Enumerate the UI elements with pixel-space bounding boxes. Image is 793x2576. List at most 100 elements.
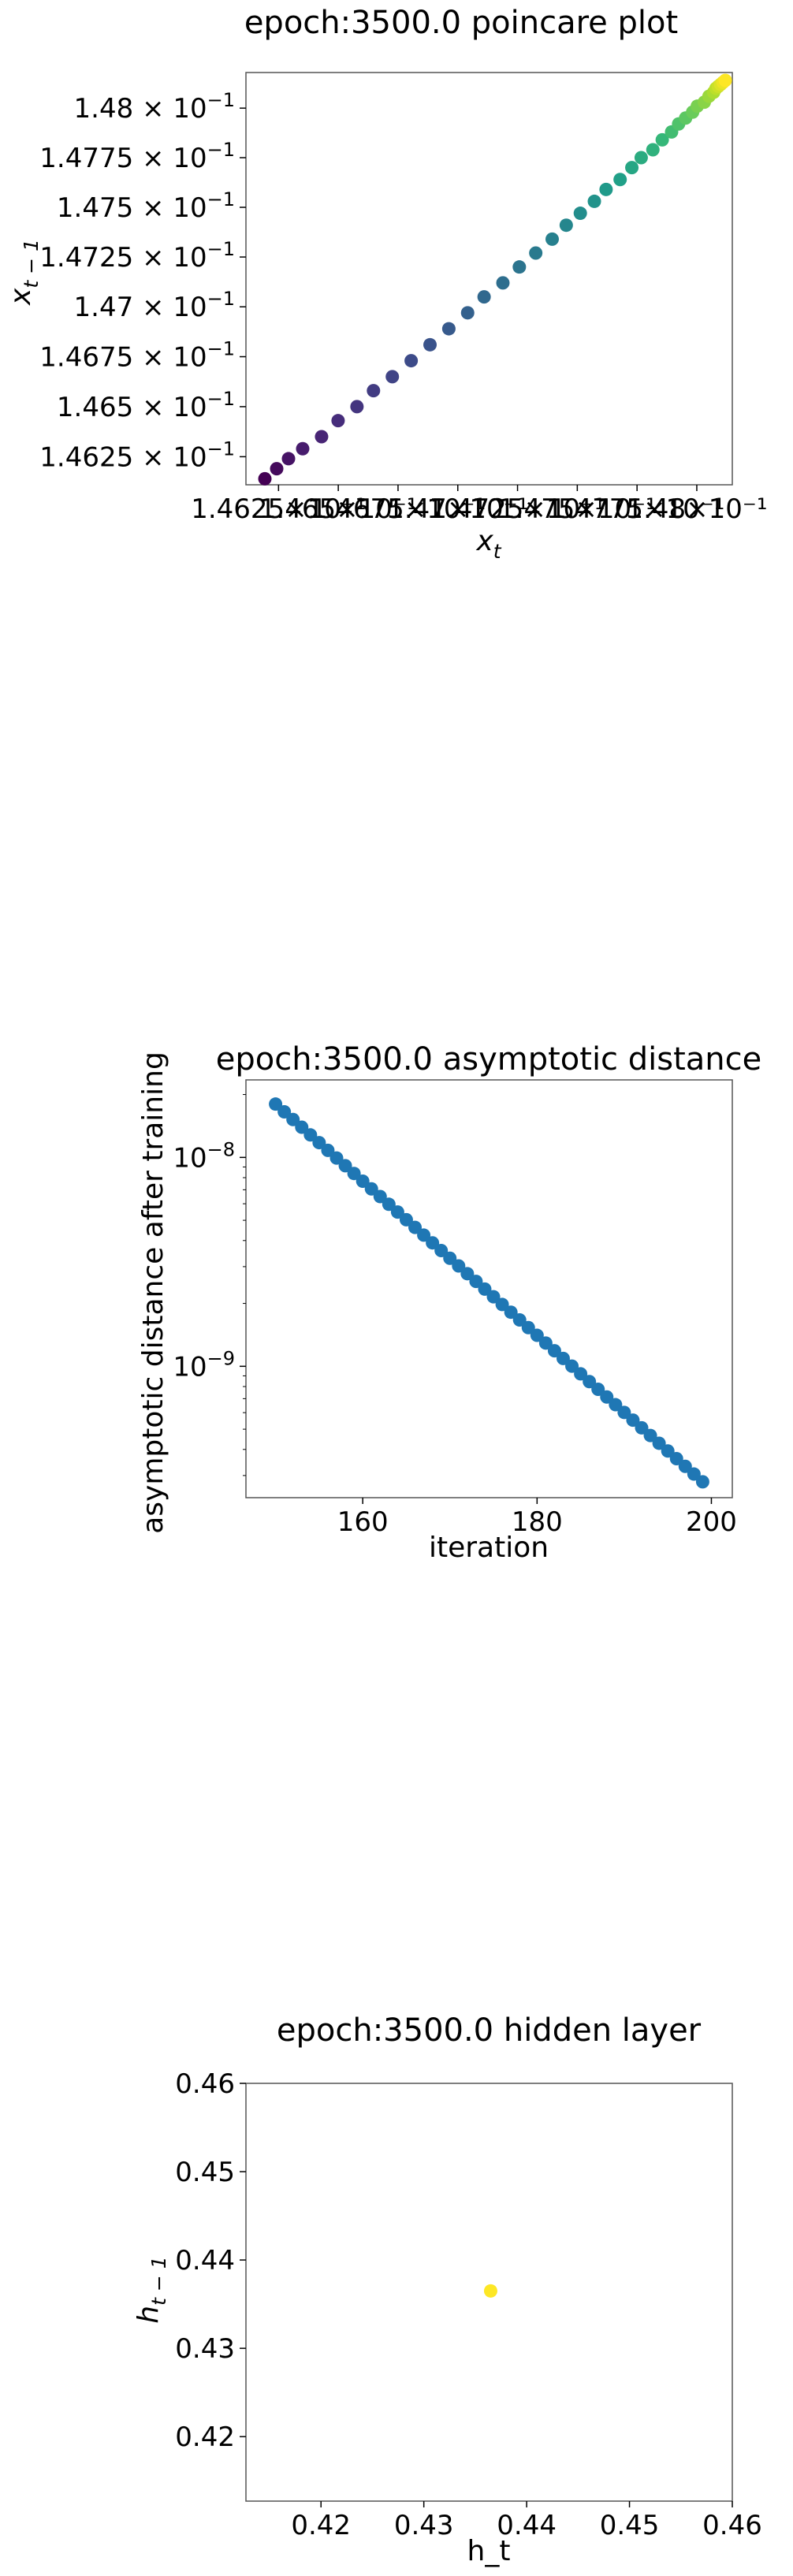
asymptotic-point bbox=[530, 1328, 544, 1342]
poincare-point bbox=[545, 232, 560, 246]
asymptotic-point bbox=[521, 1320, 535, 1335]
poincare-x-tick-label: 1.475×10⁻¹ bbox=[498, 493, 657, 525]
poincare-plot-panel: epoch:3500.0 poincare plot 1.4625 × 10−1… bbox=[5, 5, 767, 563]
asymptotic-point bbox=[486, 1290, 501, 1304]
asymptotic-title: epoch:3500.0 asymptotic distance bbox=[216, 1041, 762, 1078]
asymptotic-point bbox=[600, 1390, 614, 1404]
poincare-y-tick-label: 1.4675 × 10−1 bbox=[39, 338, 235, 374]
hidden-layer-y-tick-label: 0.42 bbox=[175, 2422, 235, 2453]
poincare-point bbox=[718, 73, 732, 87]
asymptotic-point bbox=[303, 1128, 318, 1142]
asymptotic-point bbox=[277, 1104, 292, 1119]
poincare-point bbox=[559, 218, 573, 233]
poincare-y-tick-label: 1.4725 × 10−1 bbox=[39, 238, 235, 274]
asymptotic-point bbox=[512, 1312, 527, 1327]
asymptotic-point bbox=[635, 1420, 649, 1435]
asymptotic-x-tick-label: 180 bbox=[512, 1506, 563, 1538]
poincare-y-axis-label: xt − 1 bbox=[5, 239, 43, 306]
asymptotic-point bbox=[443, 1251, 457, 1265]
asymptotic-point bbox=[312, 1136, 326, 1150]
asymptotic-point bbox=[382, 1197, 396, 1212]
asymptotic-point bbox=[373, 1189, 387, 1204]
poincare-title: epoch:3500.0 poincare plot bbox=[244, 5, 678, 41]
hidden-layer-panel: epoch:3500.0 hidden layer 0.42 0.43 0.44 0.… bbox=[132, 2012, 762, 2567]
poincare-y-ticks: 1.4625 × 10−1 1.465 × 10−1 1.4675 × 10−1 1.… bbox=[39, 89, 246, 473]
asymptotic-point bbox=[687, 1467, 701, 1481]
poincare-point bbox=[655, 132, 669, 147]
asymptotic-y-tick-label: 10−9 bbox=[173, 1347, 235, 1383]
hidden-layer-x-ticks: 0.42 0.43 0.44 0.45 0.46 bbox=[291, 2501, 762, 2541]
poincare-point bbox=[441, 322, 456, 336]
asymptotic-point bbox=[547, 1344, 561, 1358]
poincare-points bbox=[258, 73, 732, 486]
asymptotic-point bbox=[583, 1375, 597, 1389]
asymptotic-y-axis-label: asymptotic distance after training bbox=[137, 1052, 169, 1534]
asymptotic-point bbox=[321, 1143, 335, 1157]
poincare-point bbox=[315, 430, 329, 444]
poincare-plot-area bbox=[245, 72, 733, 486]
asymptotic-point bbox=[338, 1159, 352, 1173]
asymptotic-point bbox=[695, 1475, 709, 1489]
poincare-x-axis-label: xt bbox=[475, 525, 501, 563]
hidden-layer-x-axis-label: h_t bbox=[467, 2535, 511, 2567]
asymptotic-point bbox=[469, 1275, 483, 1289]
asymptotic-x-tick-label: 200 bbox=[686, 1506, 737, 1538]
poincare-point bbox=[296, 441, 310, 456]
asymptotic-x-ticks: 160 180 200 bbox=[337, 1498, 737, 1538]
asymptotic-point bbox=[504, 1305, 518, 1320]
asymptotic-point bbox=[556, 1351, 570, 1365]
asymptotic-point bbox=[347, 1167, 361, 1181]
asymptotic-points bbox=[269, 1097, 709, 1489]
hidden-layer-plot-area bbox=[245, 2083, 733, 2502]
asymptotic-point bbox=[495, 1297, 509, 1312]
hidden-layer-x-tick-label: 0.45 bbox=[600, 2510, 660, 2541]
hidden-layer-y-tick-label: 0.43 bbox=[175, 2333, 235, 2365]
poincare-x-tick-label: 1.48×10⁻¹ bbox=[626, 493, 767, 525]
hidden-layer-y-ticks: 0.42 0.43 0.44 0.45 0.46 bbox=[175, 2068, 246, 2453]
poincare-x-tick-label: 1.465×10⁻¹ bbox=[259, 493, 418, 525]
poincare-point bbox=[613, 173, 627, 187]
asymptotic-point bbox=[643, 1428, 657, 1442]
asymptotic-point bbox=[626, 1413, 640, 1428]
asymptotic-point bbox=[417, 1228, 431, 1242]
asymptotic-distance-panel: epoch:3500.0 asymptotic distance 10−8 10−… bbox=[137, 1041, 761, 1564]
poincare-point bbox=[496, 276, 510, 290]
asymptotic-point bbox=[399, 1212, 413, 1227]
asymptotic-point bbox=[286, 1112, 300, 1126]
asymptotic-point bbox=[460, 1267, 475, 1281]
hidden-layer-y-tick-label: 0.45 bbox=[175, 2157, 235, 2188]
asymptotic-point bbox=[390, 1205, 404, 1219]
asymptotic-plot-area bbox=[245, 1079, 733, 1498]
poincare-x-tick-label: 1.47×10⁻¹ bbox=[387, 493, 528, 525]
hidden-layer-x-tick-label: 0.42 bbox=[291, 2510, 351, 2541]
poincare-y-tick-label: 1.4625 × 10−1 bbox=[39, 437, 235, 473]
poincare-point bbox=[587, 194, 601, 208]
asymptotic-point bbox=[452, 1259, 466, 1273]
asymptotic-y-tick-label: 10−8 bbox=[173, 1138, 235, 1174]
hidden-layer-y-tick-label: 0.44 bbox=[175, 2245, 235, 2276]
poincare-point bbox=[423, 337, 437, 352]
asymptotic-point bbox=[652, 1436, 666, 1450]
asymptotic-point bbox=[574, 1367, 588, 1381]
poincare-x-tick-label: 1.4625×10⁻¹ bbox=[191, 493, 366, 525]
hidden-layer-points bbox=[483, 2284, 497, 2298]
poincare-y-tick-label: 1.475 × 10−1 bbox=[57, 188, 235, 224]
poincare-y-tick-label: 1.47 × 10−1 bbox=[74, 288, 235, 323]
poincare-y-tick-label: 1.4775 × 10−1 bbox=[39, 139, 235, 174]
hidden-layer-x-tick-label: 0.46 bbox=[702, 2510, 762, 2541]
poincare-point bbox=[646, 143, 660, 157]
poincare-y-tick-label: 1.48 × 10−1 bbox=[74, 89, 235, 125]
hidden-layer-x-tick-label: 0.44 bbox=[497, 2510, 557, 2541]
poincare-point bbox=[529, 246, 543, 260]
poincare-point bbox=[270, 462, 284, 476]
poincare-point bbox=[331, 414, 345, 428]
asymptotic-point bbox=[591, 1382, 605, 1396]
asymptotic-point bbox=[478, 1282, 492, 1296]
hidden-layer-title: epoch:3500.0 hidden layer bbox=[277, 2012, 702, 2049]
poincare-point bbox=[404, 354, 419, 368]
poincare-point bbox=[385, 370, 400, 384]
asymptotic-point bbox=[329, 1151, 344, 1165]
poincare-x-ticks: 1.4625×10⁻¹1.465×10⁻¹1.4675×10⁻¹1.47×10⁻… bbox=[191, 485, 767, 525]
asymptotic-point bbox=[426, 1236, 440, 1250]
